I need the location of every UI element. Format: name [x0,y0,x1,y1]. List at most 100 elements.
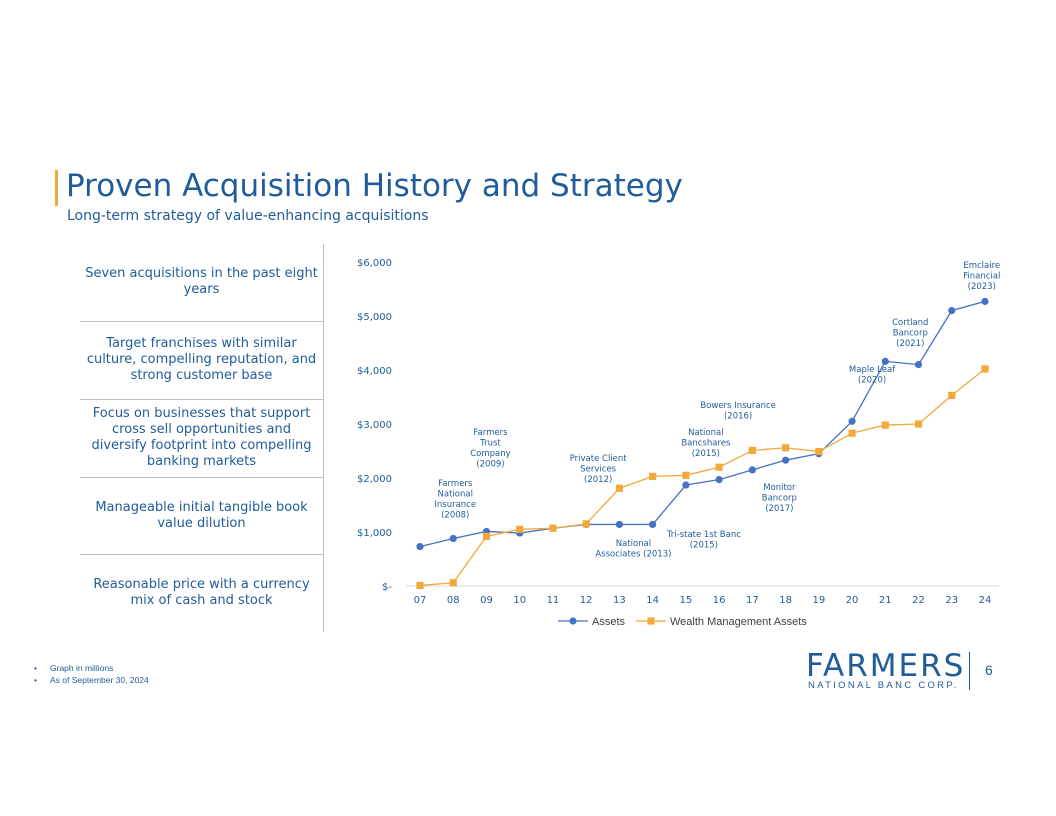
strategy-point-acquisitions: Seven acquisitions in the past eight yea… [85,266,318,297]
x-tick-label: 22 [912,595,925,606]
x-tick-label: 14 [646,595,659,606]
wealth-point [582,520,590,528]
wealth-point [948,391,956,399]
wealth-point [981,365,989,373]
wealth-point [482,532,491,540]
assets-point [449,534,457,543]
y-tick-label: $1,000 [357,528,392,539]
footnote: • As of September 30, 2024 [34,675,149,685]
acquisition-annotation: (2015) [692,449,720,459]
strategy-point-cross-sell: Focus on businesses that support cross s… [91,406,312,469]
acquisition-annotation: Private Client [570,454,628,464]
assets-point [682,481,690,489]
assets-point [881,357,889,365]
logo-wordmark: FARMERS [806,648,966,684]
wealth-point [748,446,756,455]
wealth-point [649,472,657,480]
acquisition-annotation: Trust [479,439,501,449]
acquisition-annotation: (2020) [858,376,886,386]
x-tick-label: 20 [846,595,859,606]
acquisition-annotation: Tri-state 1st Banc [666,530,741,540]
y-tick-label: $2,000 [357,474,392,485]
logo-divider [969,652,970,690]
x-tick-label: 19 [812,595,825,606]
acquisition-annotation: Financial [963,272,1000,282]
wealth-point [815,447,823,456]
acquisition-annotation: (2021) [896,339,924,349]
x-tick-label: 10 [513,595,526,606]
strategy-divider [80,554,323,555]
x-tick-label: 17 [746,595,759,606]
acquisition-annotation: National [438,490,473,500]
x-tick-label: 11 [547,595,560,606]
acquisition-annotation: Bowers Insurance [700,401,776,411]
y-tick-label: $- [382,582,392,593]
strategy-point-target-franchises: Target franchises with similar culture, … [86,336,317,383]
acquisition-annotation: Company [470,449,510,459]
assets-point [715,476,723,484]
acquisition-annotation: Emclaire [963,261,1000,271]
wealth-point [914,420,923,428]
x-tick-label: 23 [945,595,958,606]
wealth-point [615,484,624,492]
acquisition-annotation: Maple Leaf [849,365,896,375]
wealth-point [549,524,557,532]
farmers-logo: FARMERS NATIONAL BANC CORP. [806,650,963,694]
acquisition-annotation: Associates (2013) [595,550,671,560]
page-subtitle: Long-term strategy of value-enhancing ac… [67,208,429,224]
acquisition-annotation: Bancorp [762,494,797,504]
footnote: • Graph in millions [34,663,114,673]
acquisition-annotation: Bancorp [893,329,928,339]
wealth-point [715,463,723,471]
x-tick-label: 09 [480,595,493,606]
assets-point [848,417,856,425]
acquisition-annotation: Farmers [473,428,508,438]
assets-point [615,520,624,529]
x-tick-label: 24 [979,595,992,606]
y-tick-label: $3,000 [357,420,392,431]
assets-point [981,297,989,306]
assets-point [416,542,424,551]
acquisition-annotation: (2009) [476,460,504,470]
wealth-point [881,421,889,429]
acquisition-annotation: Services [580,465,616,475]
wealth-point [449,579,457,587]
assets-series-line [419,300,986,548]
wealth-point [516,525,524,533]
logo-subtitle: NATIONAL BANC CORP. [808,680,959,691]
x-tick-label: 15 [680,595,693,606]
acquisition-annotation: Farmers [438,479,473,489]
acquisition-annotation: (2012) [584,475,612,485]
wealth-point [781,444,790,452]
legend-wealth-marker [647,617,655,625]
page-title: Proven Acquisition History and Strategy [66,168,683,204]
strategy-divider [80,321,323,322]
x-tick-label: 07 [414,595,427,606]
assets-point [781,456,790,464]
y-tick-label: $6,000 [357,258,392,269]
wealth-series-line [419,368,986,587]
acquisition-annotation: Bancshares [681,439,731,449]
y-tick-label: $5,000 [357,312,392,323]
acquisition-annotation: (2015) [690,541,718,551]
acquisition-annotation: Cortland [892,318,928,328]
page-number: 6 [985,662,993,678]
acquisition-annotation: (2017) [765,504,793,514]
acquisition-annotation: Insurance [434,500,476,510]
legend-assets-label: Assets [592,616,626,628]
wealth-point [682,471,690,479]
wealth-point [848,429,856,437]
x-tick-label: 13 [613,595,626,606]
x-tick-label: 12 [580,595,593,606]
assets-point [948,307,956,315]
x-tick-label: 16 [713,595,726,606]
acquisition-annotation: (2008) [441,511,469,521]
strategy-panel: Seven acquisitions in the past eight yea… [80,244,324,632]
x-tick-label: 21 [879,595,892,606]
legend-assets-marker [569,617,577,625]
x-tick-label: 08 [447,595,460,606]
title-accent-bar [55,170,58,206]
x-tick-label: 18 [779,595,792,606]
strategy-divider [80,399,323,400]
acquisition-history-chart: $- $1,000 $2,000 $3,000 $4,000 $5,000 $6,000 07… [357,258,1000,628]
